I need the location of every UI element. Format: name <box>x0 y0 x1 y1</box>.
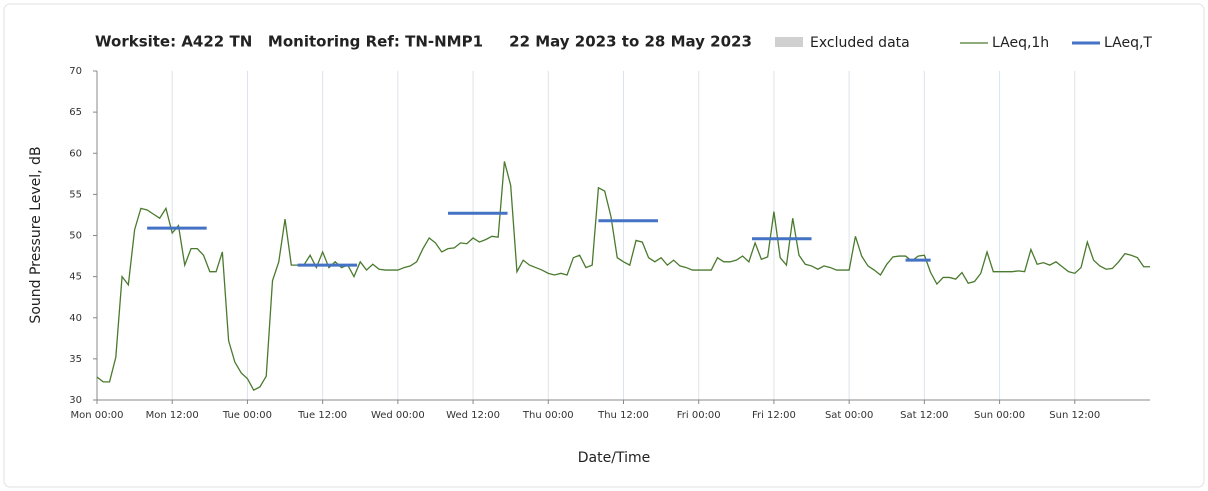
y-tick-label: 65 <box>69 107 82 118</box>
x-tick-label: Sun 12:00 <box>1049 410 1100 421</box>
y-tick-label: 55 <box>69 189 82 200</box>
x-axis-label: Date/Time <box>578 450 650 466</box>
y-tick-label: 70 <box>69 66 82 77</box>
line-series <box>96 161 1150 392</box>
legend-label: LAeq,T <box>1104 35 1152 51</box>
y-tick-label: 40 <box>69 313 82 324</box>
x-tick-label: Sun 00:00 <box>974 410 1025 421</box>
y-tick-label: 35 <box>69 354 82 365</box>
legend-swatch <box>775 37 803 47</box>
x-tick-label: Tue 00:00 <box>222 410 272 421</box>
y-tick-label: 60 <box>69 148 82 159</box>
chart-frame <box>3 3 1205 488</box>
x-tick-label: Fri 00:00 <box>677 410 721 421</box>
x-tick-label: Thu 00:00 <box>522 410 574 421</box>
x-tick-label: Sat 00:00 <box>825 410 873 421</box>
x-tick-label: Wed 00:00 <box>371 410 425 421</box>
x-tick-label: Mon 12:00 <box>146 410 199 421</box>
y-tick-label: 45 <box>69 272 82 283</box>
x-tick-label: Wed 12:00 <box>446 410 500 421</box>
legend-label: Excluded data <box>810 35 910 51</box>
x-tick-label: Fri 12:00 <box>752 410 796 421</box>
legend-label: LAeq,1h <box>992 35 1049 51</box>
y-axis-label: Sound Pressure Level, dB <box>28 146 44 323</box>
y-tick-label: 50 <box>69 231 82 242</box>
x-tick-label: Mon 00:00 <box>70 410 123 421</box>
chart-title: Worksite: A422 TN Monitoring Ref: TN-NMP… <box>95 33 752 51</box>
x-tick-label: Thu 12:00 <box>597 410 649 421</box>
x-tick-label: Tue 12:00 <box>297 410 347 421</box>
y-tick-label: 30 <box>69 395 82 406</box>
x-tick-label: Sat 12:00 <box>900 410 948 421</box>
